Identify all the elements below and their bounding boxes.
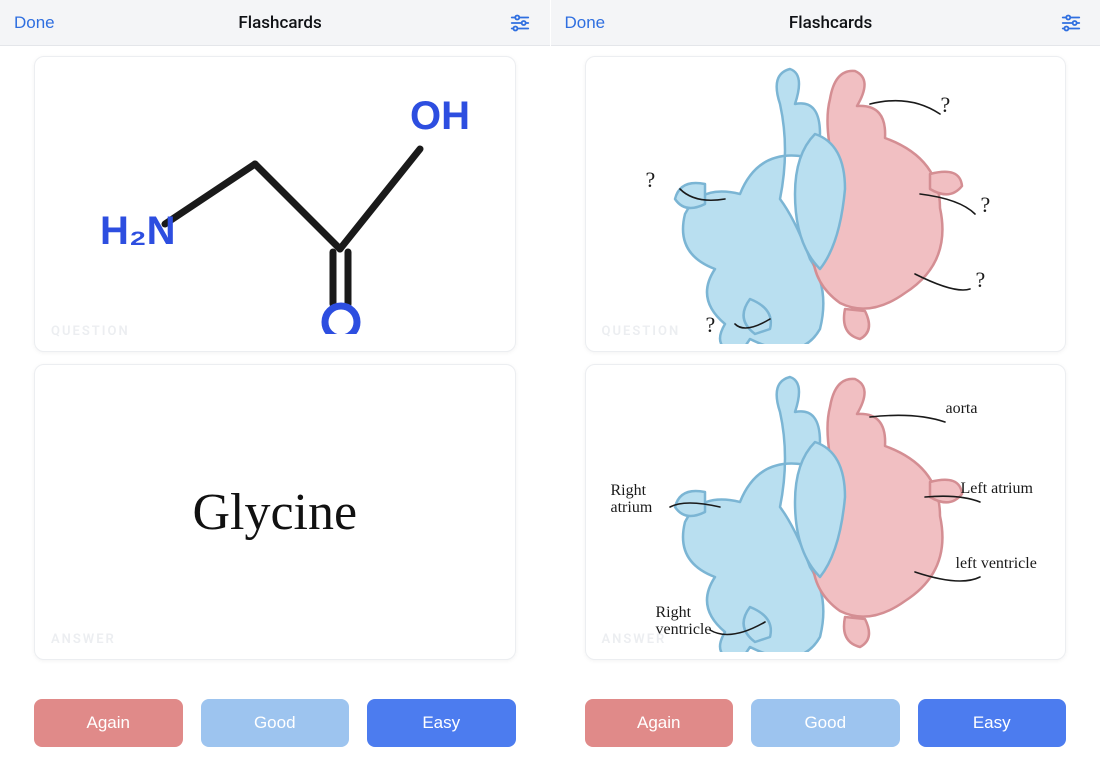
pane-left: Done Flashcards: [0, 0, 550, 771]
heart-label-left-ventricle: left ventricle: [956, 555, 1037, 573]
heart-label: ?: [706, 312, 716, 338]
answer-card[interactable]: aorta Left atrium left ventricle Right a…: [585, 364, 1067, 660]
done-button[interactable]: Done: [14, 13, 55, 33]
heart-label: ?: [976, 267, 986, 293]
done-button[interactable]: Done: [565, 13, 606, 33]
filter-button[interactable]: [505, 8, 535, 38]
molecule-diagram: H₂N OH: [65, 74, 485, 334]
heart-label: ?: [941, 92, 951, 118]
answer-text: Glycine: [192, 483, 357, 542]
atom-o: [325, 306, 357, 334]
again-button[interactable]: Again: [585, 699, 734, 747]
question-card[interactable]: ? ? ? ? ? QUESTION: [585, 56, 1067, 352]
easy-button[interactable]: Easy: [367, 699, 516, 747]
heart-label: ?: [981, 192, 991, 218]
card-stack: ? ? ? ? ? QUESTION: [551, 46, 1100, 681]
pane-right: Done Flashcards: [551, 0, 1100, 771]
question-card[interactable]: H₂N OH QUESTION: [34, 56, 516, 352]
card-tag-answer: ANSWER: [602, 632, 667, 647]
heart-label-right-ventricle: Right ventricle: [656, 605, 736, 639]
atom-nh2: H₂N: [100, 209, 176, 253]
heart-label: ?: [646, 167, 656, 193]
nav-title: Flashcards: [238, 13, 321, 33]
good-button[interactable]: Good: [201, 699, 350, 747]
again-button[interactable]: Again: [34, 699, 183, 747]
card-stack: H₂N OH QUESTION Glycine ANSWER: [0, 46, 550, 681]
rating-footer: Again Good Easy: [0, 681, 550, 771]
sliders-icon: [1060, 12, 1082, 34]
card-tag-question: QUESTION: [51, 324, 130, 339]
heart-label-right-atrium: Right atrium: [611, 483, 671, 517]
heart-label-aorta: aorta: [946, 400, 978, 418]
good-button[interactable]: Good: [751, 699, 900, 747]
nav-title: Flashcards: [789, 13, 872, 33]
heart-label-left-atrium: Left atrium: [961, 480, 1033, 498]
card-tag-answer: ANSWER: [51, 632, 116, 647]
navbar: Done Flashcards: [551, 0, 1100, 46]
easy-button[interactable]: Easy: [918, 699, 1067, 747]
navbar: Done Flashcards: [0, 0, 550, 46]
card-tag-question: QUESTION: [602, 324, 681, 339]
sliders-icon: [509, 12, 531, 34]
filter-button[interactable]: [1056, 8, 1086, 38]
rating-footer: Again Good Easy: [551, 681, 1100, 771]
atom-oh: OH: [410, 94, 470, 138]
answer-card[interactable]: Glycine ANSWER: [34, 364, 516, 660]
